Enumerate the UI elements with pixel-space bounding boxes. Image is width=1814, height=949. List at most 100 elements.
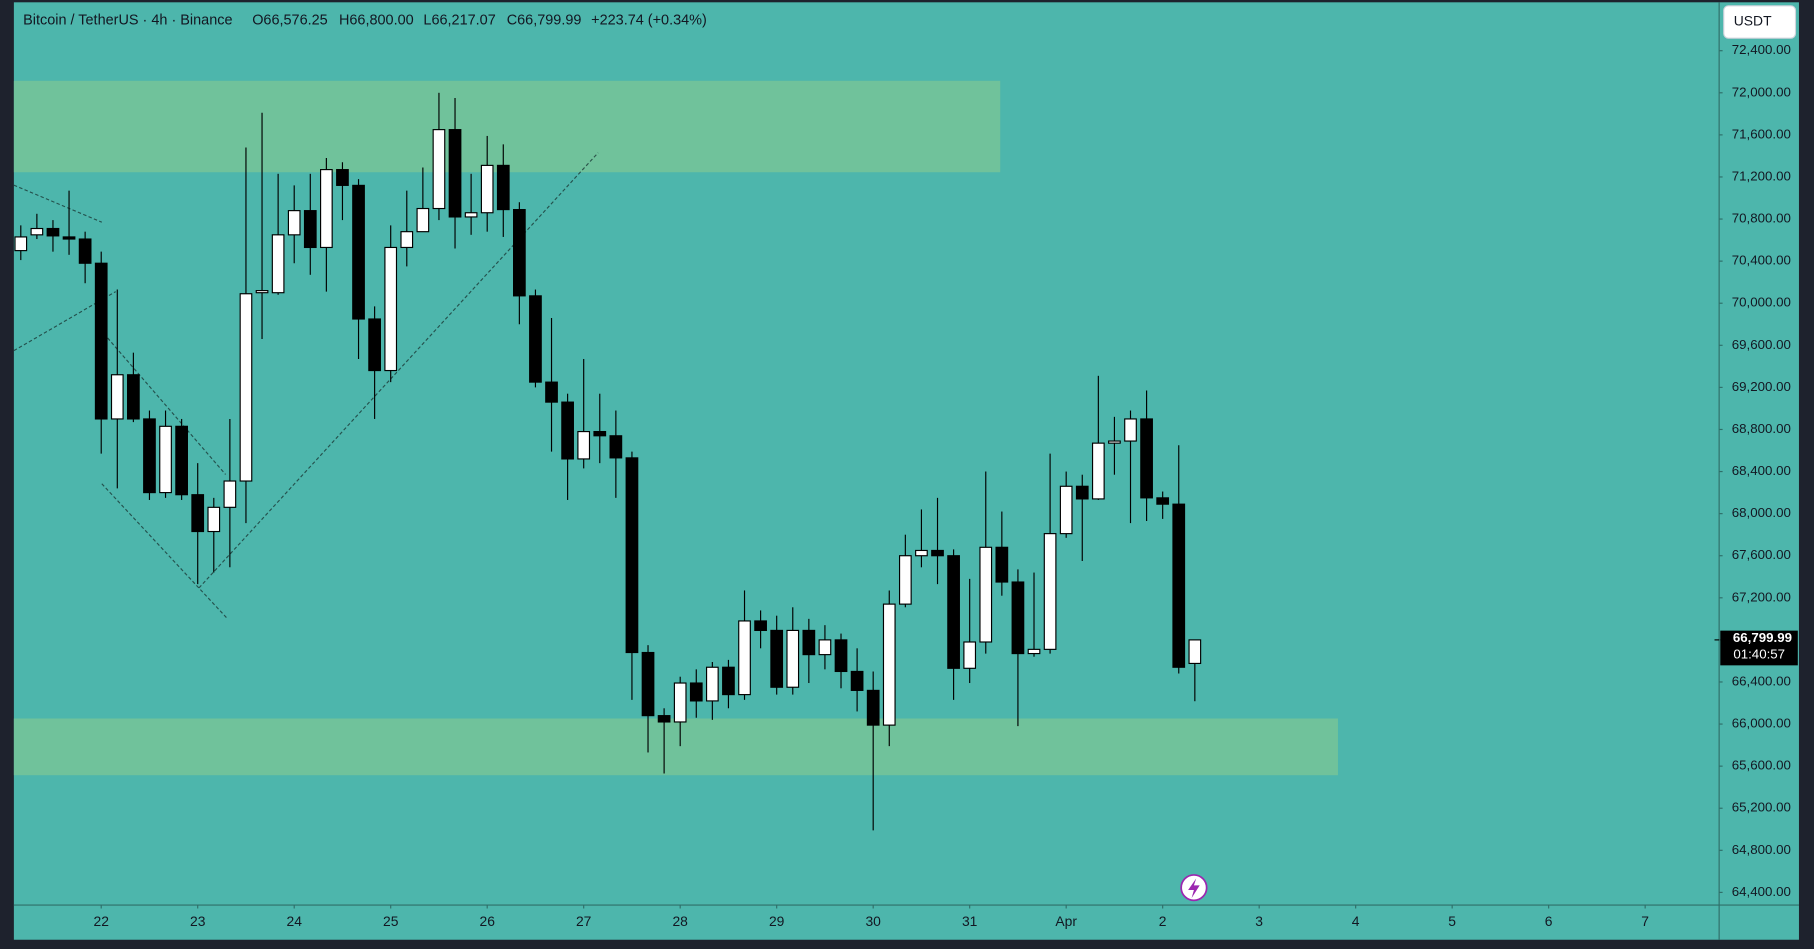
- y-tick-label: 70,800.00: [1732, 211, 1791, 226]
- candle-body: [464, 212, 478, 218]
- candle-body: [175, 425, 188, 496]
- y-tick-label: 66,400.00: [1732, 673, 1791, 688]
- x-tick-label: 28: [672, 913, 688, 929]
- x-tick-label: 3: [1255, 913, 1263, 929]
- y-tick-label: 68,800.00: [1732, 421, 1791, 436]
- candle-body: [1140, 418, 1153, 499]
- ohlc-high: H66,800.00: [339, 13, 414, 29]
- lightning-button[interactable]: [1180, 874, 1208, 902]
- price-label-bg: [1720, 630, 1798, 666]
- x-tick-label: 23: [190, 913, 206, 929]
- lightning-icon[interactable]: [1188, 878, 1200, 899]
- x-tick-label: 22: [93, 913, 109, 929]
- y-tick-label: 65,200.00: [1732, 800, 1791, 815]
- price-label: 66,799.99: [1733, 630, 1792, 645]
- candle-body: [818, 639, 832, 656]
- candle-body: [770, 629, 784, 688]
- candle-body: [625, 457, 639, 654]
- candle-body: [963, 641, 977, 669]
- currency-button-label[interactable]: USDT: [1734, 13, 1772, 29]
- candle-body: [722, 666, 735, 696]
- candle-body: [255, 290, 269, 294]
- x-tick-label: 4: [1352, 913, 1360, 929]
- candle-body: [834, 639, 848, 673]
- trend-line: [107, 337, 227, 475]
- candle-body: [416, 207, 430, 233]
- candle-body: [802, 629, 816, 656]
- axes: 64,400.00 64,800.00 65,200.00 65,600.00 66,0…: [93, 42, 1798, 929]
- zone: [13, 80, 1001, 173]
- trend-line: [13, 184, 103, 223]
- candle-body: [352, 184, 365, 320]
- candle-body: [898, 555, 912, 605]
- x-tick-label: 2: [1159, 913, 1167, 929]
- x-tick-label: 27: [576, 913, 592, 929]
- x-tick-label: 31: [962, 913, 978, 929]
- y-tick-label: 67,600.00: [1732, 547, 1791, 562]
- candle-body: [239, 293, 253, 482]
- y-tick-label: 70,400.00: [1732, 253, 1791, 268]
- y-tick-label: 69,200.00: [1732, 379, 1791, 394]
- candle-body: [1027, 648, 1041, 655]
- candle-body: [143, 418, 156, 494]
- candle-body: [593, 430, 607, 437]
- candle-body: [271, 234, 285, 294]
- y-tick-label: 69,600.00: [1732, 337, 1791, 352]
- candle-body: [1172, 503, 1186, 668]
- trend-line: [198, 152, 599, 589]
- candle-body: [94, 262, 108, 420]
- candle-body: [641, 651, 655, 717]
- candle-body: [400, 231, 414, 249]
- candle-body: [609, 435, 623, 459]
- candle-body: [62, 236, 76, 240]
- candle-body: [303, 210, 317, 249]
- candle-body: [14, 236, 28, 252]
- candle-body: [915, 549, 928, 557]
- y-tick-label: 68,400.00: [1732, 463, 1791, 478]
- candle-body: [850, 670, 864, 691]
- candle-body: [1059, 485, 1073, 535]
- candle-body: [738, 620, 751, 696]
- candle-body: [657, 715, 671, 723]
- trend-line: [13, 291, 116, 352]
- ohlc-close: C66,799.99: [507, 13, 582, 29]
- candle-body: [995, 546, 1009, 583]
- candle-body: [1188, 639, 1202, 665]
- x-tick-label: 24: [286, 913, 302, 929]
- y-tick-label: 71,600.00: [1732, 126, 1791, 141]
- candle-body: [368, 318, 381, 372]
- y-tick-label: 68,000.00: [1732, 505, 1791, 520]
- currency-button[interactable]: USDT: [1723, 5, 1797, 39]
- candle-body: [1043, 533, 1057, 650]
- x-tick-label: 26: [479, 913, 495, 929]
- candle-body: [480, 164, 494, 214]
- candle-body: [1156, 497, 1170, 505]
- candle-body: [448, 129, 462, 218]
- x-tick-label: 25: [383, 913, 399, 929]
- candle-body: [159, 425, 172, 494]
- y-tick-label: 71,200.00: [1732, 168, 1791, 183]
- candle-body: [947, 555, 960, 669]
- countdown-label: 01:40:57: [1733, 646, 1785, 661]
- x-tick-label: 6: [1545, 913, 1553, 929]
- y-tick-label: 67,200.00: [1732, 589, 1791, 604]
- y-tick-label: 72,000.00: [1732, 84, 1791, 99]
- candle-body: [1124, 418, 1137, 442]
- candle-body: [513, 209, 526, 297]
- trend-lines: [13, 152, 599, 620]
- candle-body: [931, 549, 944, 557]
- candle-body: [1091, 442, 1105, 500]
- currency-button-bg[interactable]: [1723, 5, 1797, 39]
- candle-body: [529, 295, 542, 383]
- candle-body: [432, 129, 446, 210]
- candle-body: [46, 227, 60, 237]
- candle-body: [287, 210, 301, 236]
- candle-body: [545, 381, 558, 403]
- candle-body: [561, 401, 574, 460]
- ohlc-open: O66,576.25: [252, 13, 328, 29]
- candle-body: [689, 682, 703, 702]
- candle-body: [882, 603, 896, 726]
- candle-body: [30, 227, 44, 236]
